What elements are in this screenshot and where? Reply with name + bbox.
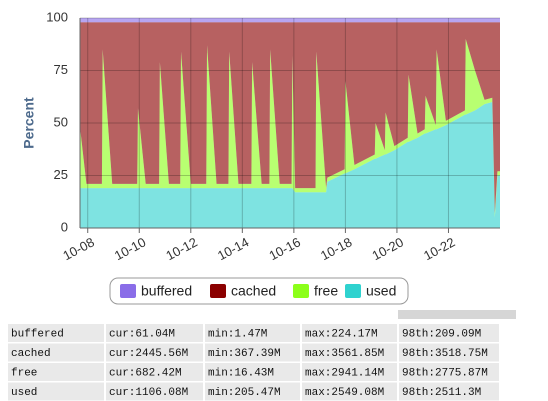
table-cell xyxy=(302,343,397,362)
table-cell-text: min:1.47M xyxy=(208,328,267,340)
table-cell xyxy=(106,382,203,401)
legend-swatch xyxy=(210,284,226,298)
table-cell-text: cur:682.42M xyxy=(109,367,182,379)
table-cell-text: 98th:3518.75M xyxy=(402,348,488,360)
legend-swatch xyxy=(293,284,309,298)
x-tick-label: 10-08 xyxy=(60,234,96,263)
table-cell-text: max:3561.85M xyxy=(305,348,384,360)
table-cell-text: buffered xyxy=(11,328,64,340)
area-buffered xyxy=(80,18,500,23)
x-tick-label: 10-16 xyxy=(266,234,302,263)
table-cell xyxy=(399,382,499,401)
x-tick-label: 10-18 xyxy=(318,234,354,263)
table-cell-text: min:367.39M xyxy=(208,348,281,360)
y-axis-label: Percent xyxy=(21,97,37,149)
table-cell xyxy=(106,324,203,342)
table-cell xyxy=(8,382,104,401)
y-tick-label: 100 xyxy=(46,9,68,24)
legend-label: buffered xyxy=(141,283,192,299)
table-cell-text: min:205.47M xyxy=(208,387,281,399)
y-tick-label: 50 xyxy=(54,114,68,129)
table-cell xyxy=(8,343,104,362)
x-tick-label: 10-14 xyxy=(215,234,251,263)
table-cell xyxy=(302,382,397,401)
table-cell xyxy=(302,363,397,381)
table-cell xyxy=(205,382,300,401)
table-cell xyxy=(106,343,203,362)
area-cached xyxy=(80,22,500,214)
y-tick-label: 0 xyxy=(61,219,68,234)
x-tick-label: 10-22 xyxy=(421,234,457,263)
table-cell-text: used xyxy=(11,387,37,399)
table-cell-text: free xyxy=(11,367,37,379)
x-tick-label: 10-10 xyxy=(112,234,148,263)
legend-box xyxy=(109,277,409,305)
legend-swatch xyxy=(345,284,361,298)
x-tick-label: 10-12 xyxy=(163,234,199,263)
legend-label: cached xyxy=(231,283,276,299)
table-cell-text: 98th:2511.3M xyxy=(402,387,481,399)
table-cell-text: cur:1106.08M xyxy=(109,387,188,399)
x-tick-label: 10-20 xyxy=(370,234,406,263)
table-cell-text: cur:61.04M xyxy=(109,328,175,340)
table-cell-text: max:224.17M xyxy=(305,328,378,340)
table-cell xyxy=(106,363,203,381)
table-cell-text: cur:2445.56M xyxy=(109,348,188,360)
table-cell xyxy=(399,343,499,362)
table-cell-text: max:2549.08M xyxy=(305,387,384,399)
table-cell-text: 98th:209.09M xyxy=(402,328,481,340)
table-cell-text: 98th:2775.87M xyxy=(402,367,488,379)
table-cell xyxy=(302,324,397,342)
table-cell-text: min:16.43M xyxy=(208,367,274,379)
table-cell xyxy=(399,324,499,342)
legend-label: used xyxy=(366,283,396,299)
table-cell xyxy=(205,324,300,342)
y-tick-label: 25 xyxy=(54,167,68,182)
table-cell xyxy=(8,324,104,342)
table-cell-text: max:2941.14M xyxy=(305,367,384,379)
table-cell-text: cached xyxy=(11,348,51,360)
table-cell xyxy=(205,343,300,362)
redacted-bar xyxy=(398,310,516,319)
area-free xyxy=(80,39,500,218)
legend-swatch xyxy=(120,284,136,298)
area-used xyxy=(80,102,500,228)
table-cell xyxy=(399,363,499,381)
table-cell xyxy=(8,363,104,381)
y-tick-label: 75 xyxy=(54,62,68,77)
table-cell xyxy=(205,363,300,381)
legend-label: free xyxy=(314,283,338,299)
